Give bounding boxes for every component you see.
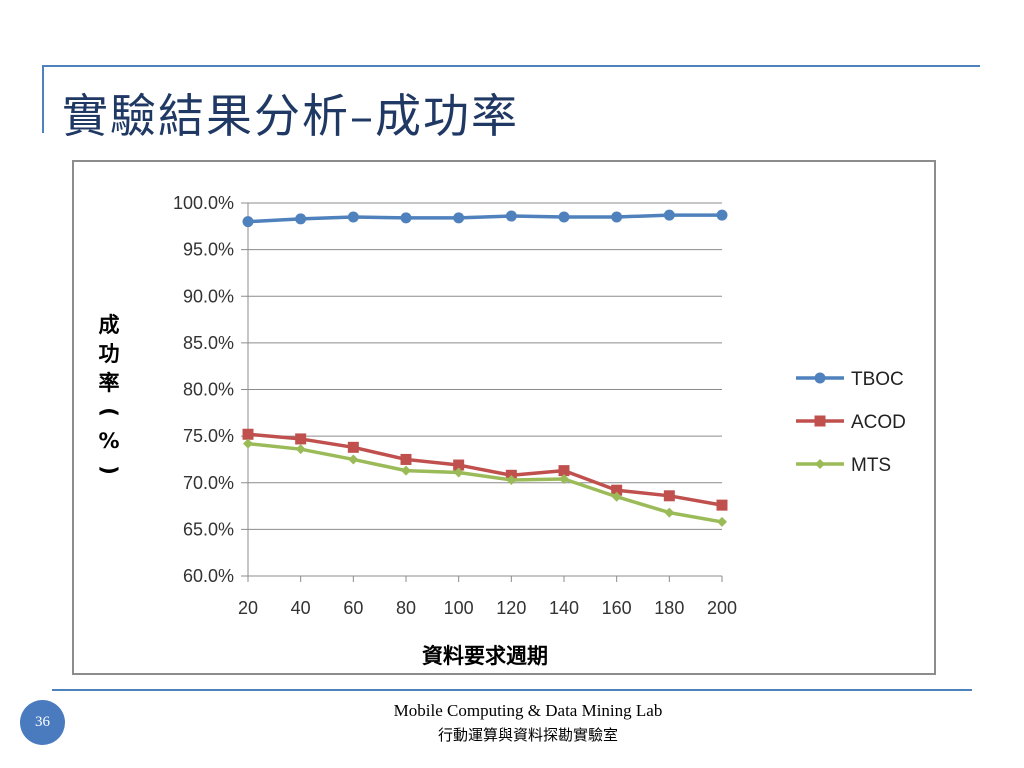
y-tick-label: 70.0% — [183, 473, 234, 493]
x-tick-label: 180 — [654, 598, 684, 618]
data-point-mts — [611, 491, 622, 502]
series-line-mts — [247, 441, 723, 524]
gridlines — [248, 202, 722, 530]
data-point-acod — [716, 499, 728, 511]
data-point-mts — [348, 454, 359, 465]
data-point-tboc — [716, 209, 728, 221]
data-point-mts — [506, 474, 517, 485]
data-point-mts — [401, 465, 411, 476]
x-tick-label: 40 — [291, 598, 311, 618]
data-point-acod — [242, 428, 254, 440]
y-axis-tick-labels: 60.0% 65.0% 70.0% 75.0% 80.0% 85.0% 90.0% 95.0%… — [173, 193, 234, 586]
data-point-acod — [558, 465, 570, 477]
x-tick-label: 200 — [707, 598, 737, 618]
data-point-mts — [243, 438, 253, 449]
data-series — [242, 209, 728, 527]
data-point-tboc — [242, 216, 254, 228]
x-tick-label: 100 — [444, 598, 474, 618]
data-point-acod — [295, 433, 307, 445]
data-point-tboc — [558, 211, 570, 223]
data-point-tboc — [347, 211, 359, 223]
footer-lab-name: Mobile Computing & Data Mining Lab — [393, 701, 663, 720]
series-line-acod — [247, 432, 723, 507]
y-axis-title-char: ) — [97, 465, 121, 475]
x-tick-label: 120 — [496, 598, 526, 618]
page-number-badge: 36 — [20, 700, 65, 745]
x-axis-title: 資料要求週期 — [422, 644, 548, 668]
data-point-acod — [611, 484, 623, 496]
y-axis-title-char: % — [98, 429, 119, 453]
y-axis-title-char: 率 — [99, 371, 120, 395]
data-point-tboc — [295, 213, 307, 225]
x-tick-label: 60 — [343, 598, 363, 618]
y-tick-label: 80.0% — [183, 380, 234, 400]
data-point-tboc — [453, 212, 465, 224]
y-axis-title-char: 成 — [99, 313, 120, 337]
footer-rule — [52, 689, 972, 691]
axes — [241, 202, 723, 582]
chart-frame: 60.0% 65.0% 70.0% 75.0% 80.0% 85.0% 90.0% 95.0%… — [72, 160, 936, 675]
footer-lab-name-zh: 行動運算與資料探勘實驗室 — [437, 726, 618, 744]
legend-marker-acod — [814, 415, 826, 427]
x-tick-label: 80 — [396, 598, 416, 618]
y-tick-label: 90.0% — [183, 286, 234, 306]
data-point-acod — [663, 490, 675, 502]
y-tick-label: 95.0% — [183, 240, 234, 260]
y-tick-label: 60.0% — [183, 566, 234, 586]
x-axis-tick-labels: 20 40 60 80 100 120 140 160 180 200 — [238, 598, 737, 618]
y-axis-title: 成功率 (%) — [97, 313, 121, 475]
data-point-mts — [559, 474, 569, 485]
y-tick-label: 65.0% — [183, 519, 234, 539]
data-point-tboc — [505, 210, 517, 222]
x-tick-label: 160 — [602, 598, 632, 618]
legend-label-mts: MTS — [851, 455, 891, 476]
data-point-tboc — [611, 211, 623, 223]
success-rate-line-chart: 60.0% 65.0% 70.0% 75.0% 80.0% 85.0% 90.0% 95.0%… — [97, 193, 906, 668]
data-point-mts — [664, 507, 675, 518]
legend-label-acod: ACOD — [851, 412, 906, 433]
title-accent-bar — [42, 65, 44, 133]
y-axis-title-char: ( — [97, 407, 121, 417]
x-tick-label: 20 — [238, 598, 258, 618]
x-tick-label: 140 — [549, 598, 579, 618]
data-point-acod — [453, 459, 465, 471]
data-point-mts — [453, 467, 464, 478]
data-point-tboc — [663, 209, 675, 221]
data-point-acod — [400, 453, 412, 465]
legend-label-tboc: TBOC — [851, 369, 904, 390]
y-tick-label: 100.0% — [173, 193, 234, 213]
chart-legend: TBOC ACOD MTS — [796, 369, 906, 476]
y-tick-label: 75.0% — [183, 426, 234, 446]
data-point-acod — [347, 441, 359, 453]
legend-marker-mts — [815, 459, 825, 469]
y-tick-label: 85.0% — [183, 333, 234, 353]
y-axis-title-char: 功 — [99, 342, 120, 366]
slide-title: 實驗結果分析–成功率 — [62, 89, 519, 143]
title-rule — [42, 65, 980, 67]
data-point-mts — [295, 444, 306, 455]
data-point-mts — [717, 516, 727, 527]
series-line-tboc — [247, 213, 722, 224]
legend-marker-tboc — [814, 372, 826, 384]
data-point-tboc — [400, 212, 412, 224]
